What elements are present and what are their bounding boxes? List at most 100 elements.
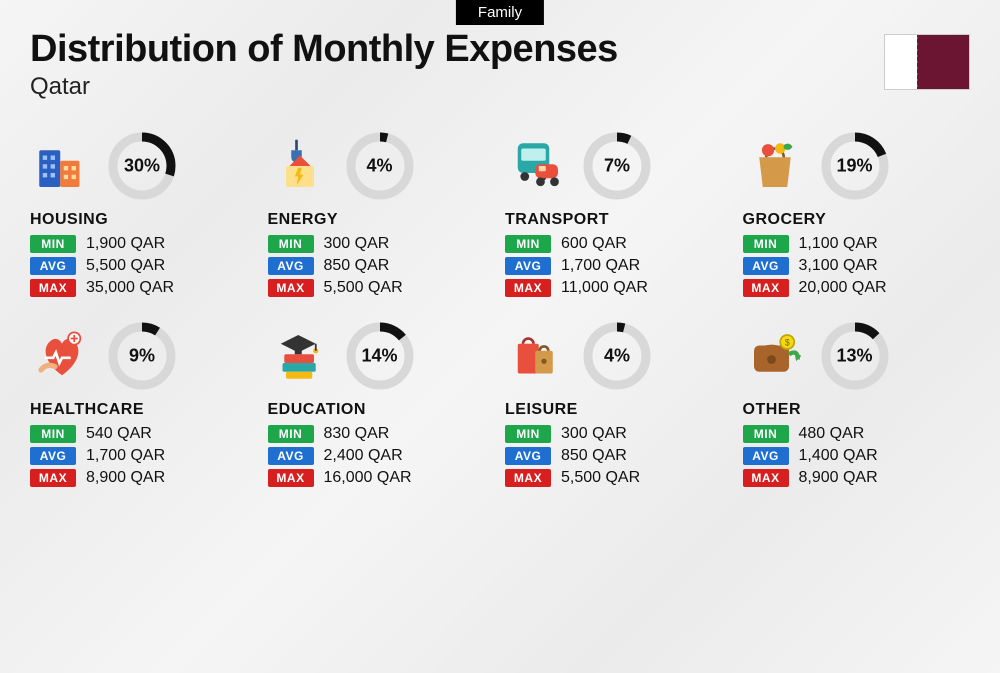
stat-avg-row: AVG 1,700 QAR bbox=[505, 257, 733, 275]
stats: MIN 300 QAR AVG 850 QAR MAX 5,500 QAR bbox=[505, 425, 733, 487]
svg-text:$: $ bbox=[784, 338, 789, 348]
max-badge: MAX bbox=[505, 469, 551, 487]
category-name: HOUSING bbox=[30, 211, 258, 229]
stat-max-row: MAX 20,000 QAR bbox=[743, 279, 971, 297]
avg-value: 1,700 QAR bbox=[561, 257, 640, 275]
card-education: 14% EDUCATION MIN 830 QAR AVG 2,400 QAR … bbox=[268, 321, 496, 491]
min-badge: MIN bbox=[743, 425, 789, 443]
stat-avg-row: AVG 850 QAR bbox=[268, 257, 496, 275]
healthcare-icon bbox=[30, 324, 94, 388]
max-badge: MAX bbox=[30, 469, 76, 487]
avg-value: 1,400 QAR bbox=[799, 447, 878, 465]
min-badge: MIN bbox=[30, 425, 76, 443]
grocery-icon bbox=[743, 134, 807, 198]
card-top: 7% bbox=[505, 131, 733, 201]
max-value: 16,000 QAR bbox=[324, 469, 412, 487]
stat-max-row: MAX 8,900 QAR bbox=[743, 469, 971, 487]
qatar-flag-icon bbox=[884, 34, 970, 90]
page-title: Distribution of Monthly Expenses bbox=[30, 28, 618, 71]
stats: MIN 540 QAR AVG 1,700 QAR MAX 8,900 QAR bbox=[30, 425, 258, 487]
title-block: Distribution of Monthly Expenses Qatar bbox=[30, 28, 618, 101]
percent-donut: 4% bbox=[583, 322, 651, 390]
avg-value: 2,400 QAR bbox=[324, 447, 403, 465]
min-badge: MIN bbox=[30, 235, 76, 253]
card-transport: 7% TRANSPORT MIN 600 QAR AVG 1,700 QAR M… bbox=[505, 131, 733, 301]
stat-min-row: MIN 1,100 QAR bbox=[743, 235, 971, 253]
min-value: 480 QAR bbox=[799, 425, 865, 443]
stat-min-row: MIN 540 QAR bbox=[30, 425, 258, 443]
max-badge: MAX bbox=[268, 469, 314, 487]
percent-label: 4% bbox=[604, 346, 630, 367]
stat-min-row: MIN 300 QAR bbox=[268, 235, 496, 253]
category-name: HEALTHCARE bbox=[30, 401, 258, 419]
stat-max-row: MAX 8,900 QAR bbox=[30, 469, 258, 487]
avg-badge: AVG bbox=[268, 447, 314, 465]
card-top: $ 13% bbox=[743, 321, 971, 391]
stat-max-row: MAX 5,500 QAR bbox=[268, 279, 496, 297]
max-badge: MAX bbox=[268, 279, 314, 297]
avg-badge: AVG bbox=[30, 257, 76, 275]
min-badge: MIN bbox=[505, 425, 551, 443]
stat-max-row: MAX 5,500 QAR bbox=[505, 469, 733, 487]
stat-min-row: MIN 1,900 QAR bbox=[30, 235, 258, 253]
stats: MIN 830 QAR AVG 2,400 QAR MAX 16,000 QAR bbox=[268, 425, 496, 487]
avg-value: 850 QAR bbox=[561, 447, 627, 465]
stat-avg-row: AVG 2,400 QAR bbox=[268, 447, 496, 465]
percent-label: 14% bbox=[361, 346, 397, 367]
percent-label: 4% bbox=[366, 156, 392, 177]
card-top: 19% bbox=[743, 131, 971, 201]
percent-label: 19% bbox=[836, 156, 872, 177]
card-top: 9% bbox=[30, 321, 258, 391]
card-other: $ 13% OTHER MIN 480 QAR AVG 1,400 QAR MA… bbox=[743, 321, 971, 491]
stat-min-row: MIN 480 QAR bbox=[743, 425, 971, 443]
stat-avg-row: AVG 3,100 QAR bbox=[743, 257, 971, 275]
min-value: 600 QAR bbox=[561, 235, 627, 253]
max-value: 11,000 QAR bbox=[561, 279, 648, 297]
education-icon bbox=[268, 324, 332, 388]
percent-label: 30% bbox=[124, 156, 160, 177]
card-top: 4% bbox=[505, 321, 733, 391]
stat-min-row: MIN 600 QAR bbox=[505, 235, 733, 253]
other-icon: $ bbox=[743, 324, 807, 388]
min-value: 830 QAR bbox=[324, 425, 390, 443]
categories-grid: 30% HOUSING MIN 1,900 QAR AVG 5,500 QAR … bbox=[30, 131, 970, 491]
avg-value: 5,500 QAR bbox=[86, 257, 165, 275]
min-badge: MIN bbox=[268, 425, 314, 443]
percent-label: 7% bbox=[604, 156, 630, 177]
max-value: 8,900 QAR bbox=[799, 469, 878, 487]
page-subtitle: Qatar bbox=[30, 73, 618, 101]
stat-max-row: MAX 16,000 QAR bbox=[268, 469, 496, 487]
category-name: TRANSPORT bbox=[505, 211, 733, 229]
stat-max-row: MAX 11,000 QAR bbox=[505, 279, 733, 297]
min-value: 1,100 QAR bbox=[799, 235, 878, 253]
stat-avg-row: AVG 850 QAR bbox=[505, 447, 733, 465]
percent-label: 13% bbox=[836, 346, 872, 367]
card-grocery: 19% GROCERY MIN 1,100 QAR AVG 3,100 QAR … bbox=[743, 131, 971, 301]
min-badge: MIN bbox=[268, 235, 314, 253]
stat-avg-row: AVG 5,500 QAR bbox=[30, 257, 258, 275]
percent-donut: 7% bbox=[583, 132, 651, 200]
avg-value: 3,100 QAR bbox=[799, 257, 878, 275]
max-badge: MAX bbox=[30, 279, 76, 297]
category-name: ENERGY bbox=[268, 211, 496, 229]
max-badge: MAX bbox=[743, 469, 789, 487]
percent-donut: 30% bbox=[108, 132, 176, 200]
max-badge: MAX bbox=[743, 279, 789, 297]
card-housing: 30% HOUSING MIN 1,900 QAR AVG 5,500 QAR … bbox=[30, 131, 258, 301]
leisure-icon bbox=[505, 324, 569, 388]
stat-max-row: MAX 35,000 QAR bbox=[30, 279, 258, 297]
percent-label: 9% bbox=[129, 346, 155, 367]
stat-avg-row: AVG 1,700 QAR bbox=[30, 447, 258, 465]
category-name: EDUCATION bbox=[268, 401, 496, 419]
housing-icon bbox=[30, 134, 94, 198]
avg-value: 850 QAR bbox=[324, 257, 390, 275]
stats: MIN 600 QAR AVG 1,700 QAR MAX 11,000 QAR bbox=[505, 235, 733, 297]
min-badge: MIN bbox=[743, 235, 789, 253]
max-value: 20,000 QAR bbox=[799, 279, 887, 297]
category-tag: Family bbox=[456, 0, 544, 25]
avg-badge: AVG bbox=[268, 257, 314, 275]
max-badge: MAX bbox=[505, 279, 551, 297]
card-energy: 4% ENERGY MIN 300 QAR AVG 850 QAR MAX 5,… bbox=[268, 131, 496, 301]
card-top: 14% bbox=[268, 321, 496, 391]
avg-badge: AVG bbox=[30, 447, 76, 465]
